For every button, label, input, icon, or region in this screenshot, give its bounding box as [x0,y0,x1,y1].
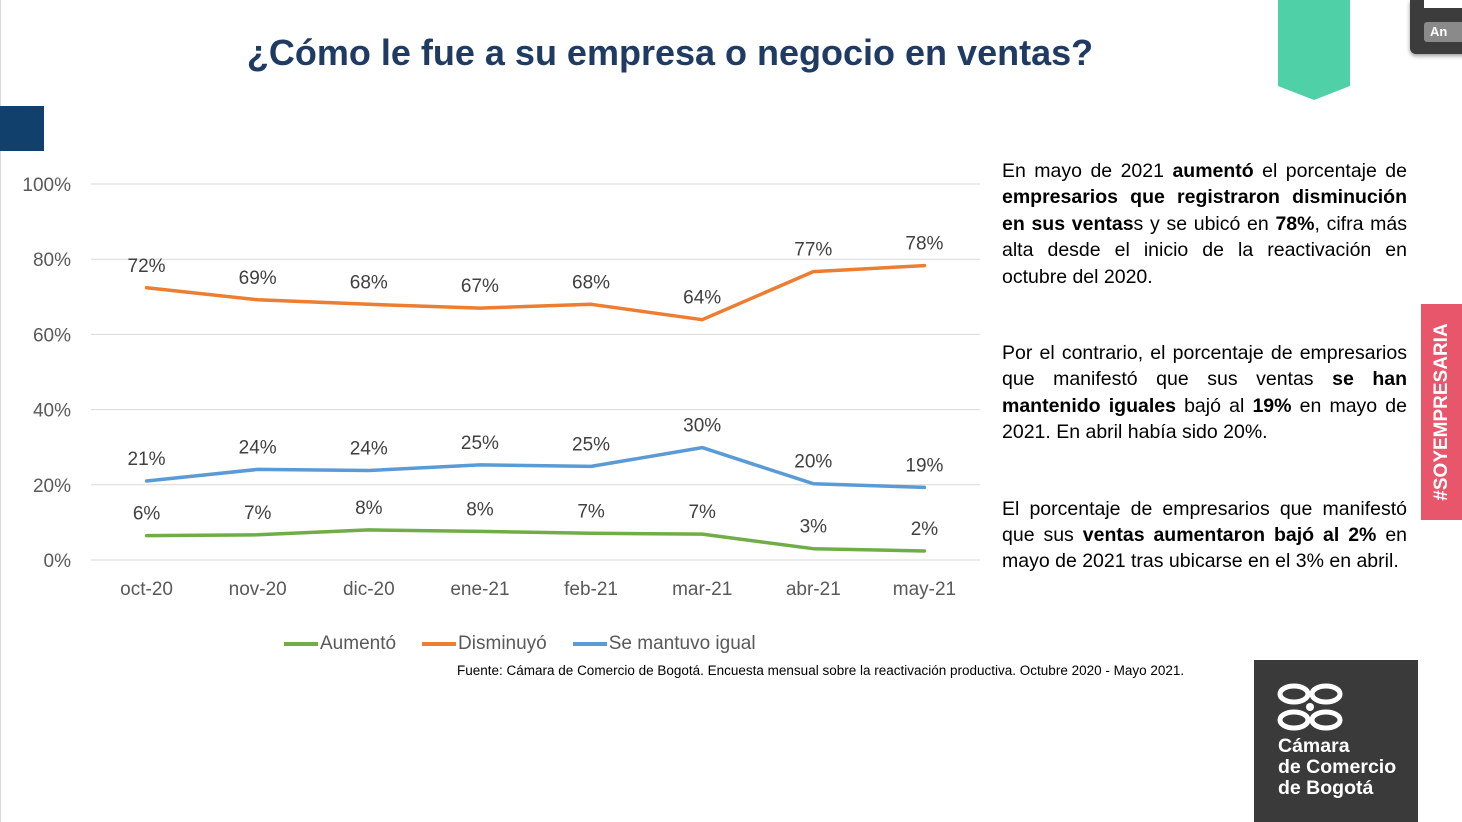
data-label: 25% [461,433,499,454]
green-bookmark-tab [1278,0,1350,100]
bold-span: 19% [1252,394,1292,417]
x-tick-label: may-21 [893,579,956,600]
bold-span: aumentó [1172,160,1254,182]
legend-swatch-disminuyo [422,642,457,646]
data-label: 8% [355,498,383,519]
data-label: 30% [683,416,721,437]
popup-button[interactable]: An [1424,22,1462,42]
bold-span: 78% [1275,212,1315,235]
data-label: 24% [350,439,388,460]
logo-line-1: Cámara [1278,735,1350,757]
x-tick-label: oct-20 [120,579,173,600]
text-span: el porcentaje de [1253,160,1408,182]
text-span: bajó al [1175,394,1253,417]
popup-input-field[interactable] [1424,0,1462,8]
bold-span: ventas aumentaron bajó al 2% [1082,524,1377,547]
data-label: 19% [905,455,943,476]
data-label: 7% [688,502,716,523]
text-span: Por el contrario, el porcentaje de empre… [1002,342,1407,391]
data-label: 8% [466,499,494,520]
ccb-logo-text: Cámara de Comercio de Bogotá [1278,736,1396,799]
slide-title: ¿Cómo le fue a su empresa o negocio en v… [246,32,1094,73]
popup-panel: An [1410,0,1462,54]
x-tick-label: feb-21 [564,579,618,600]
bold-span: empresarios que registraron disminución … [1002,186,1407,235]
legend-item-aumento: Aumentó [284,633,396,655]
ccb-logo: Cámara de Comercio de Bogotá [1254,660,1418,822]
legend-label-disminuyo: Disminuyó [458,633,547,654]
series-line-2 [144,445,927,490]
data-label: 68% [350,272,388,293]
y-tick-label: 0% [44,551,72,572]
commentary-text: En mayo de 2021 aumentó el porcentaje de… [1002,158,1407,625]
legend-label-igual: Se mantuvo igual [608,633,756,654]
text-span: El porcentaje de empresarios que manifes… [1002,497,1407,547]
ccb-logo-icon [1277,683,1343,731]
data-label: 64% [683,288,721,309]
data-label: 20% [794,452,832,473]
data-label: 6% [133,504,161,525]
hashtag-banner: #SOYEMPRESARIA [1421,304,1462,520]
text-span: en mayo de 2021. En abril había sido 20%… [1002,394,1407,444]
data-label: 69% [239,268,277,289]
data-label: 25% [572,434,610,455]
source-note: Fuente: Cámara de Comercio de Bogotá. En… [457,663,1185,678]
y-tick-label: 40% [33,401,71,422]
slide-left-edge [0,0,1,822]
y-tick-label: 20% [33,476,71,497]
y-tick-label: 60% [33,325,71,346]
y-tick-label: 80% [33,250,71,271]
paragraph-disminuyo: En mayo de 2021 aumentó el porcentaje de… [1002,158,1407,290]
data-label: 67% [461,276,499,297]
text-span: , cifra más alta desde el inicio de la r… [1002,212,1407,288]
legend-item-disminuyo: Disminuyó [422,633,547,655]
logo-line-2: de Comercio [1278,756,1397,778]
x-tick-label: nov-20 [229,579,287,600]
text-span: En mayo de 2021 [1002,160,1173,182]
data-label: 77% [794,240,832,261]
x-tick-label: dic-20 [343,579,395,600]
data-label: 78% [905,234,943,255]
data-label: 72% [128,256,166,277]
text-span: en mayo de 2021 tras ubicarse en el 3% e… [1002,524,1408,573]
legend-swatch-igual [572,642,607,646]
corner-accent-block [0,106,44,151]
data-label: 3% [800,517,828,538]
series-line-0 [144,528,927,553]
x-tick-label: abr-21 [786,579,841,600]
x-tick-label: mar-21 [672,579,732,600]
data-label: 68% [572,272,610,293]
sales-line-chart: 0% 20% 40% 60% 80% 100% oct-20 nov-20 dic-20 ene-… [22,175,980,600]
legend-item-igual: Se mantuvo igual [572,633,756,655]
paragraph-aumento: El porcentaje de empresarios que manifes… [1002,496,1407,575]
series-line-1 [144,263,927,322]
x-tick-label: ene-21 [450,579,509,600]
logo-line-3: de Bogotá [1278,777,1374,799]
hashtag-label: #SOYEMPRESARIA [1430,323,1452,501]
data-label: 21% [128,449,166,470]
text-span: s y se ubicó en [1133,212,1276,235]
bold-span: se han mantenido iguales [1002,368,1408,417]
data-label: 7% [577,501,605,522]
data-label: 24% [239,437,277,458]
legend-label-aumento: Aumentó [320,633,397,654]
legend-swatch-aumento [284,642,318,646]
paragraph-igual: Por el contrario, el porcentaje de empre… [1002,340,1407,446]
chart-legend: Aumentó Disminuyó Se mantuvo igual [284,633,756,655]
y-tick-label: 100% [22,175,71,196]
data-label: 7% [244,503,272,524]
data-label: 2% [911,519,939,540]
